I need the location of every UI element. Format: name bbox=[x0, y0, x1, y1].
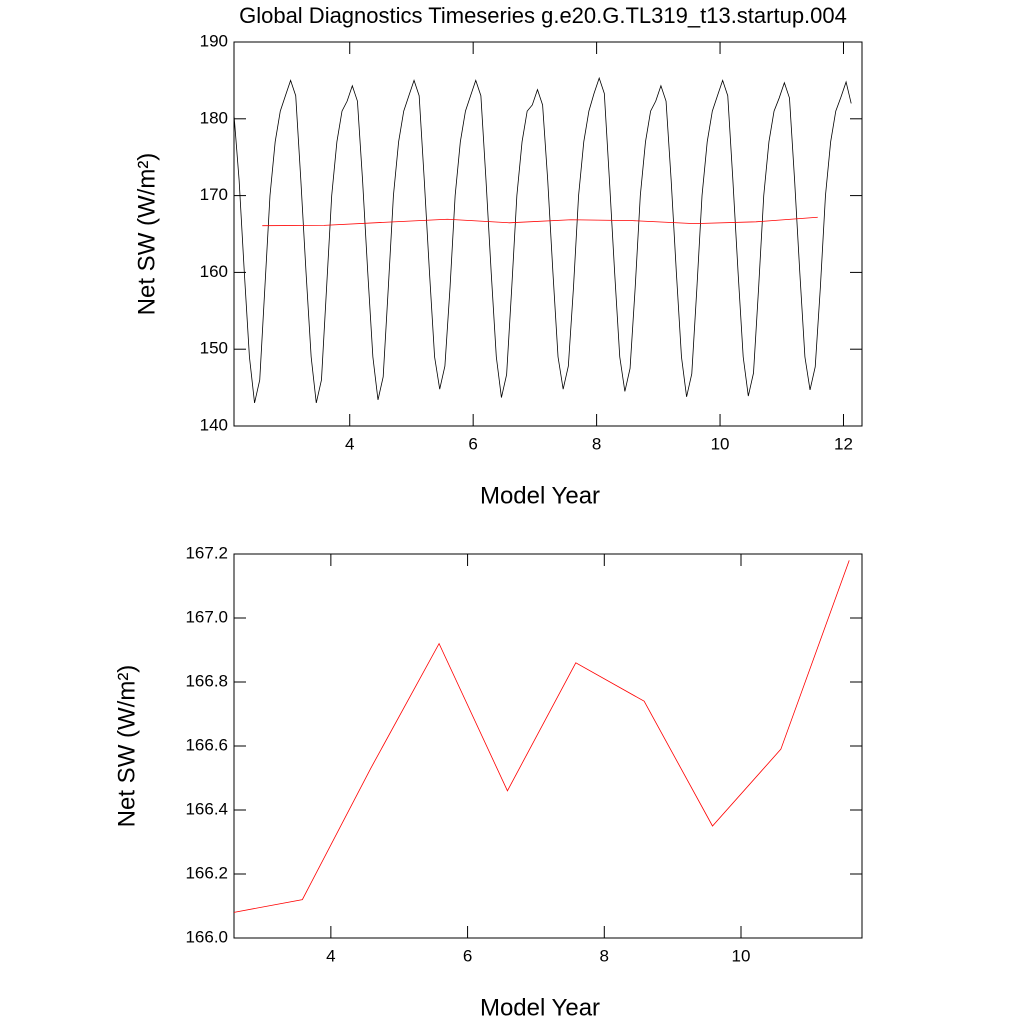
series-line bbox=[262, 216, 818, 227]
plot-frame bbox=[233, 41, 863, 427]
x-tick-label: 8 bbox=[600, 946, 609, 965]
x-tick-label: 10 bbox=[711, 434, 730, 453]
panel: 140 150 160 170 180 190 4 6 8 10 12 Model Year Net S… bbox=[133, 31, 863, 509]
x-tick-label: 4 bbox=[326, 946, 335, 965]
y-tick-label: 170 bbox=[200, 185, 228, 204]
y-tick-label: 160 bbox=[200, 262, 228, 281]
x-tick-label: 6 bbox=[463, 946, 472, 965]
y-axis-label: Net SW (W/m²) bbox=[113, 665, 140, 828]
y-tick-label: 166.4 bbox=[185, 799, 228, 818]
y-tick-label: 140 bbox=[200, 415, 228, 434]
panel: 166.0 166.2 166.4 166.6 166.8 167.0 167.2 4 6 8 10… bbox=[113, 543, 863, 1021]
y-tick-label: 180 bbox=[200, 108, 228, 127]
x-axis-label: Model Year bbox=[480, 994, 600, 1021]
x-tick-label: 6 bbox=[468, 434, 477, 453]
y-tick-label: 167.0 bbox=[185, 607, 228, 626]
plot-frame bbox=[233, 553, 863, 939]
chart-title: Global Diagnostics Timeseries g.e20.G.TL… bbox=[239, 3, 847, 28]
x-tick-label: 4 bbox=[345, 434, 354, 453]
y-tick-label: 166.8 bbox=[185, 671, 228, 690]
x-tick-label: 8 bbox=[592, 434, 601, 453]
series-line bbox=[233, 560, 850, 913]
y-tick-label: 166.0 bbox=[185, 927, 228, 946]
y-tick-label: 150 bbox=[200, 339, 228, 358]
y-axis-label: Net SW (W/m²) bbox=[133, 153, 160, 316]
y-tick-label: 166.2 bbox=[185, 863, 228, 882]
y-tick-label: 166.6 bbox=[185, 735, 228, 754]
y-tick-label: 167.2 bbox=[185, 543, 228, 562]
x-tick-label: 12 bbox=[834, 434, 853, 453]
x-axis-label: Model Year bbox=[480, 482, 600, 509]
series-line bbox=[233, 76, 852, 404]
x-tick-label: 10 bbox=[732, 946, 751, 965]
y-tick-label: 190 bbox=[200, 31, 228, 50]
